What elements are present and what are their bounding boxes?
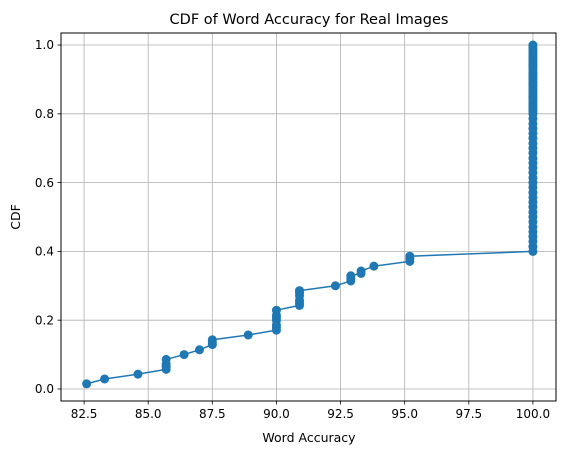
series-layer bbox=[82, 40, 538, 389]
data-point bbox=[195, 345, 204, 355]
x-tick-label: 92.5 bbox=[327, 407, 354, 421]
x-tick-label: 90.0 bbox=[263, 407, 290, 421]
x-tick-label: 87.5 bbox=[199, 407, 226, 421]
x-tick-label: 100.0 bbox=[516, 407, 550, 421]
chart-title: CDF of Word Accuracy for Real Images bbox=[170, 12, 449, 28]
x-tick-label: 82.5 bbox=[71, 407, 98, 421]
data-point bbox=[369, 261, 379, 271]
y-tick-label: 0.4 bbox=[35, 245, 54, 259]
y-tick-label: 0.6 bbox=[35, 176, 54, 190]
x-tick-label: 97.5 bbox=[455, 407, 482, 421]
data-point bbox=[356, 266, 366, 276]
data-point bbox=[271, 305, 281, 315]
y-tick-label: 0.2 bbox=[35, 313, 54, 327]
data-point bbox=[82, 379, 92, 389]
y-axis-label: CDF bbox=[8, 204, 23, 230]
y-tick-label: 1.0 bbox=[35, 38, 54, 52]
data-point bbox=[100, 374, 110, 384]
data-point bbox=[528, 106, 538, 116]
x-tick-label: 95.0 bbox=[391, 407, 418, 421]
data-point bbox=[161, 354, 171, 364]
plot-frame bbox=[60, 32, 557, 402]
data-point bbox=[295, 286, 305, 296]
data-point bbox=[133, 369, 143, 379]
y-tick-label: 0.0 bbox=[35, 382, 54, 396]
data-point bbox=[405, 251, 415, 261]
data-point bbox=[179, 350, 189, 360]
grid-lines bbox=[61, 33, 556, 401]
data-point bbox=[346, 271, 356, 281]
series-line bbox=[86, 45, 534, 385]
x-axis-label: Word Accuracy bbox=[262, 430, 356, 445]
y-axis-ticks: 0.0 0.2 0.4 0.6 0.8 1.0 bbox=[35, 38, 61, 396]
data-point bbox=[243, 330, 253, 340]
x-axis-ticks: 82.5 85.0 87.5 90.0 92.5 95.0 97.5 100.0 bbox=[71, 401, 550, 421]
y-tick-label: 0.8 bbox=[35, 107, 54, 121]
data-point bbox=[207, 335, 217, 345]
data-point bbox=[330, 281, 340, 291]
x-tick-label: 85.0 bbox=[135, 407, 162, 421]
